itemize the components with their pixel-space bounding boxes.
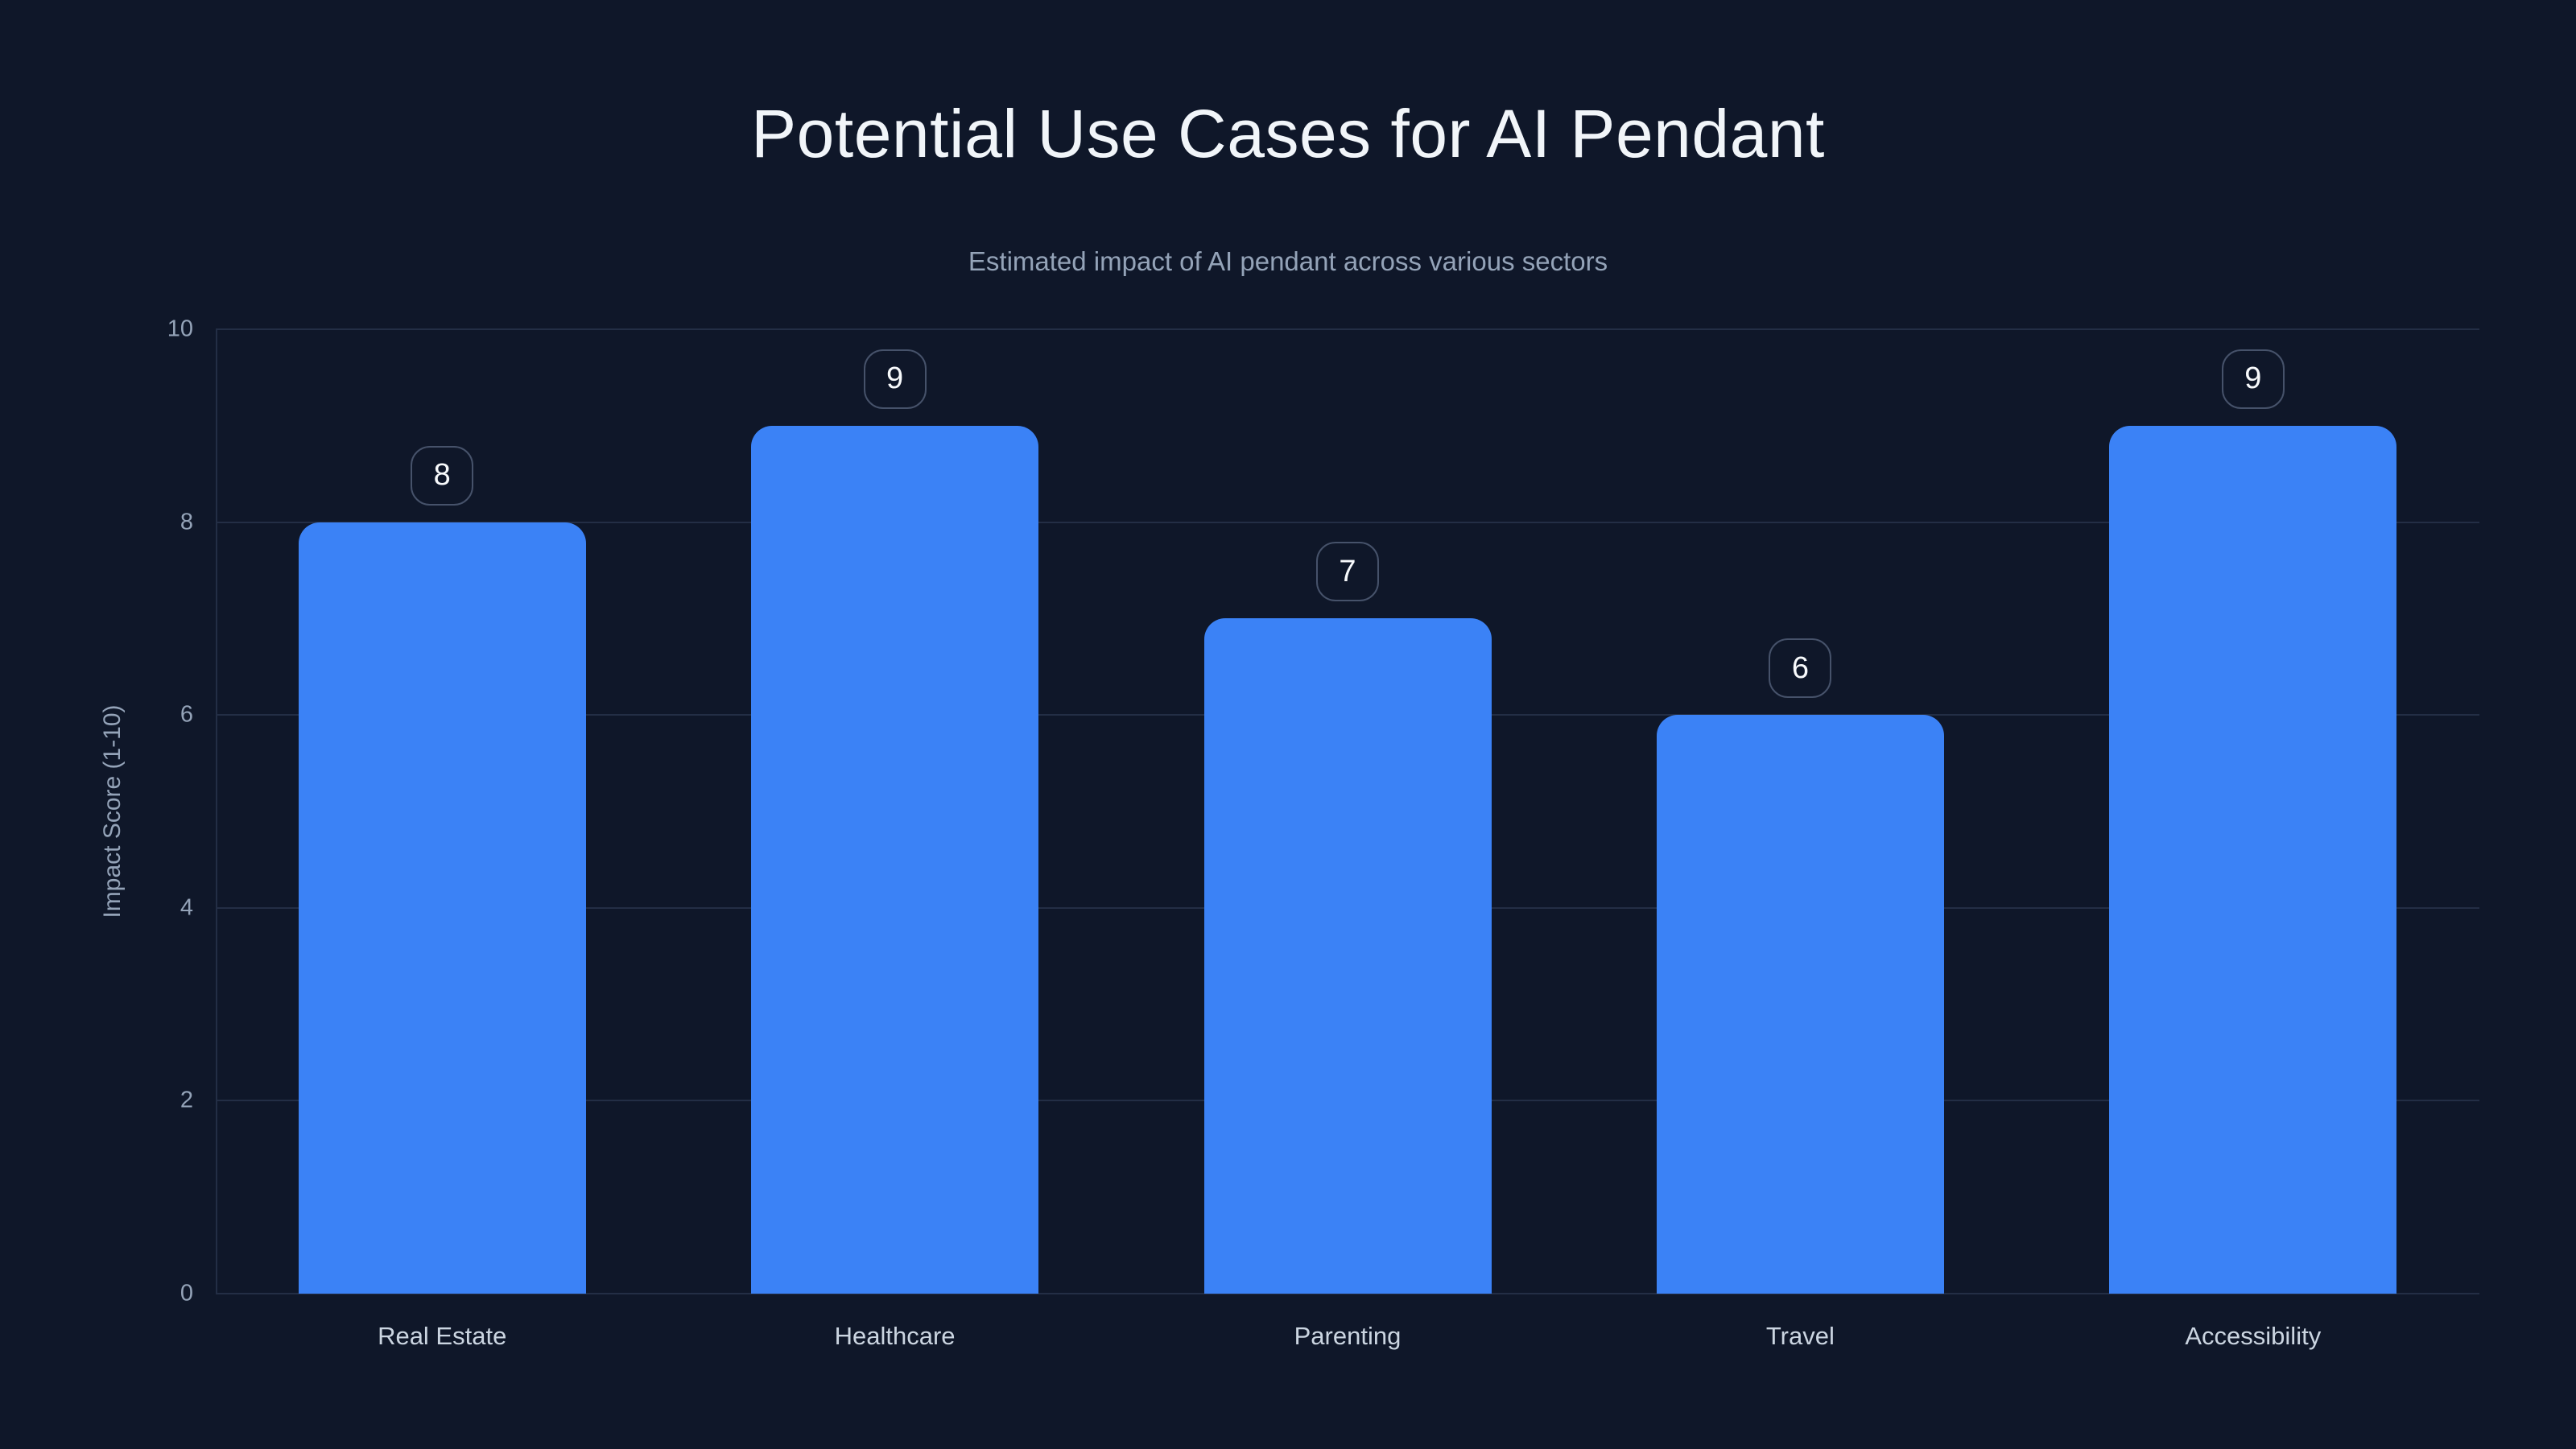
- bar-travel: [1656, 715, 1944, 1294]
- bar-accessibility: [2109, 425, 2397, 1294]
- value-badge-accessibility: 9: [2221, 349, 2285, 409]
- x-category-label-parenting: Parenting: [1294, 1322, 1402, 1350]
- value-badge-real-estate: 8: [411, 445, 474, 506]
- y-axis-line: [216, 329, 217, 1294]
- gridline-y-10: [216, 328, 2479, 330]
- chart-title: Potential Use Cases for AI Pendant: [751, 96, 1825, 171]
- value-badge-travel: 6: [1769, 638, 1832, 699]
- x-category-label-real-estate: Real Estate: [378, 1322, 507, 1350]
- y-tick-label-2: 2: [180, 1087, 193, 1113]
- y-tick-label-8: 8: [180, 509, 193, 535]
- x-category-label-accessibility: Accessibility: [2185, 1322, 2322, 1350]
- value-badge-healthcare: 9: [863, 349, 927, 409]
- gridline-y-8: [216, 521, 2479, 523]
- y-tick-label-6: 6: [180, 701, 193, 728]
- x-axis-baseline: [216, 1293, 2479, 1294]
- value-badge-parenting: 7: [1316, 542, 1379, 602]
- bar-parenting: [1203, 618, 1492, 1294]
- bar-healthcare: [751, 425, 1039, 1294]
- bar-real-estate: [298, 522, 586, 1294]
- y-tick-label-4: 4: [180, 894, 193, 921]
- y-tick-label-10: 10: [167, 316, 193, 342]
- chart-subtitle: Estimated impact of AI pendant across va…: [968, 246, 1608, 276]
- x-category-label-healthcare: Healthcare: [834, 1322, 956, 1350]
- y-tick-label-0: 0: [180, 1280, 193, 1307]
- x-category-label-travel: Travel: [1765, 1322, 1835, 1350]
